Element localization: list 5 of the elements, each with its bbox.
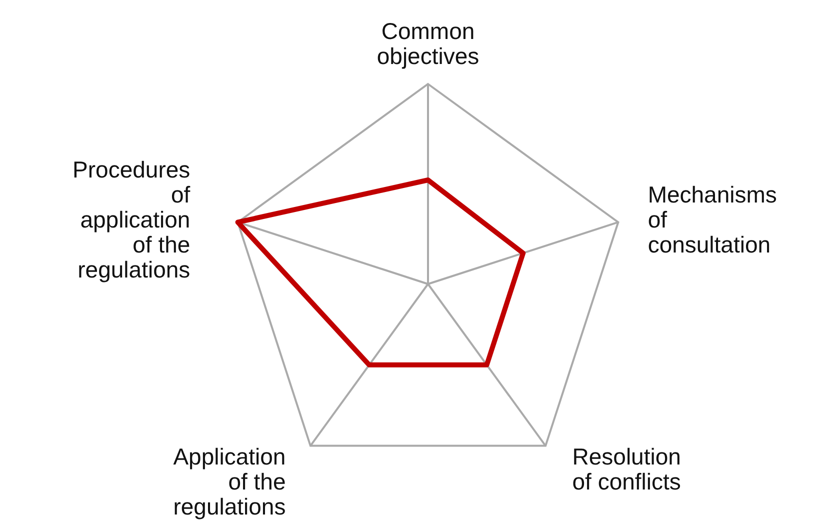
spoke-label: Mechanisms of consultation <box>648 182 777 258</box>
spoke-label: Resolution of conflicts <box>572 443 681 494</box>
spoke-label: Common objectives <box>376 18 480 69</box>
spoke-label: Application of the regulations <box>173 443 286 520</box>
spoke-label: Procedures of application of the regulations <box>72 156 191 283</box>
